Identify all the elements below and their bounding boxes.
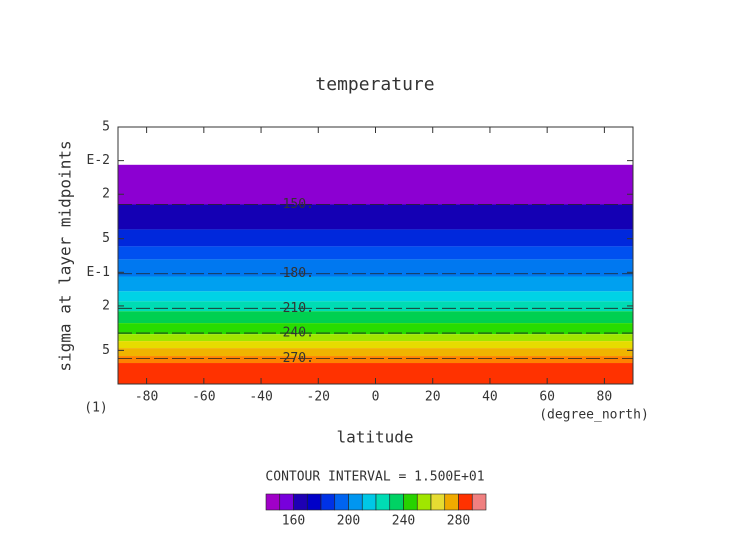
contour-label: 270. [283, 351, 314, 366]
x-tick-label: 60 [539, 390, 555, 405]
band [118, 276, 633, 292]
colorbar-label: 240 [392, 514, 415, 529]
band [118, 204, 633, 230]
contour-label: 150. [283, 197, 314, 212]
y-tick-label: E-1 [87, 265, 110, 280]
contour-label: 240. [283, 326, 314, 341]
band [118, 334, 633, 342]
contour-note: CONTOUR INTERVAL = 1.500E+01 [265, 470, 484, 485]
colorbar-box [265, 493, 281, 511]
colorbar-box [306, 493, 322, 511]
band [118, 341, 633, 349]
y-unit: (1) [84, 401, 107, 416]
band [118, 291, 633, 302]
colorbar-box [279, 493, 294, 511]
x-tick-label: -20 [307, 390, 330, 405]
x-axis-label: latitude [336, 428, 413, 447]
colorbar-box [375, 493, 391, 511]
x-tick-label: 40 [482, 390, 498, 405]
x-tick-label: 0 [372, 390, 380, 405]
band [118, 259, 633, 277]
band [118, 246, 633, 260]
x-tick-label: -60 [192, 390, 215, 405]
band [118, 229, 633, 247]
x-tick-label: -40 [249, 390, 272, 405]
colorbar-box [348, 493, 363, 511]
band [118, 323, 633, 335]
colorbar-box [471, 493, 487, 511]
colorbar-label: 200 [337, 514, 360, 529]
band [118, 311, 633, 324]
band [118, 348, 633, 357]
colorbar-box [416, 493, 432, 511]
y-tick-label: 5 [102, 120, 110, 135]
colorbar-label: 280 [447, 514, 470, 529]
colorbar-box [444, 493, 459, 511]
colorbar-box [389, 493, 404, 511]
colorbar-box [293, 493, 308, 511]
colorbar-box [334, 493, 349, 511]
x-tick-label: 80 [597, 390, 613, 405]
colorbar-box [403, 493, 418, 511]
x-tick-label: -80 [135, 390, 158, 405]
y-tick-label: E-2 [87, 153, 110, 168]
colorbar-box [361, 493, 377, 511]
y-tick-label: 5 [102, 343, 110, 358]
band [118, 301, 633, 312]
contour-label: 210. [283, 301, 314, 316]
colorbar-box [458, 493, 473, 511]
band [118, 164, 633, 205]
x-unit: (degree_north) [539, 408, 649, 423]
y-tick-label: 2 [102, 298, 110, 313]
band [118, 363, 633, 384]
y-tick-label: 2 [102, 187, 110, 202]
colorbar-label: 160 [282, 514, 305, 529]
y-axis-label: sigma at layer midpoints [56, 140, 75, 371]
contour-label: 180. [283, 266, 314, 281]
x-tick-label: 20 [425, 390, 441, 405]
chart-title: temperature [315, 74, 434, 95]
colorbar-box [320, 493, 336, 511]
colorbar-box [430, 493, 446, 511]
band [118, 356, 633, 364]
y-tick-label: 5 [102, 231, 110, 246]
